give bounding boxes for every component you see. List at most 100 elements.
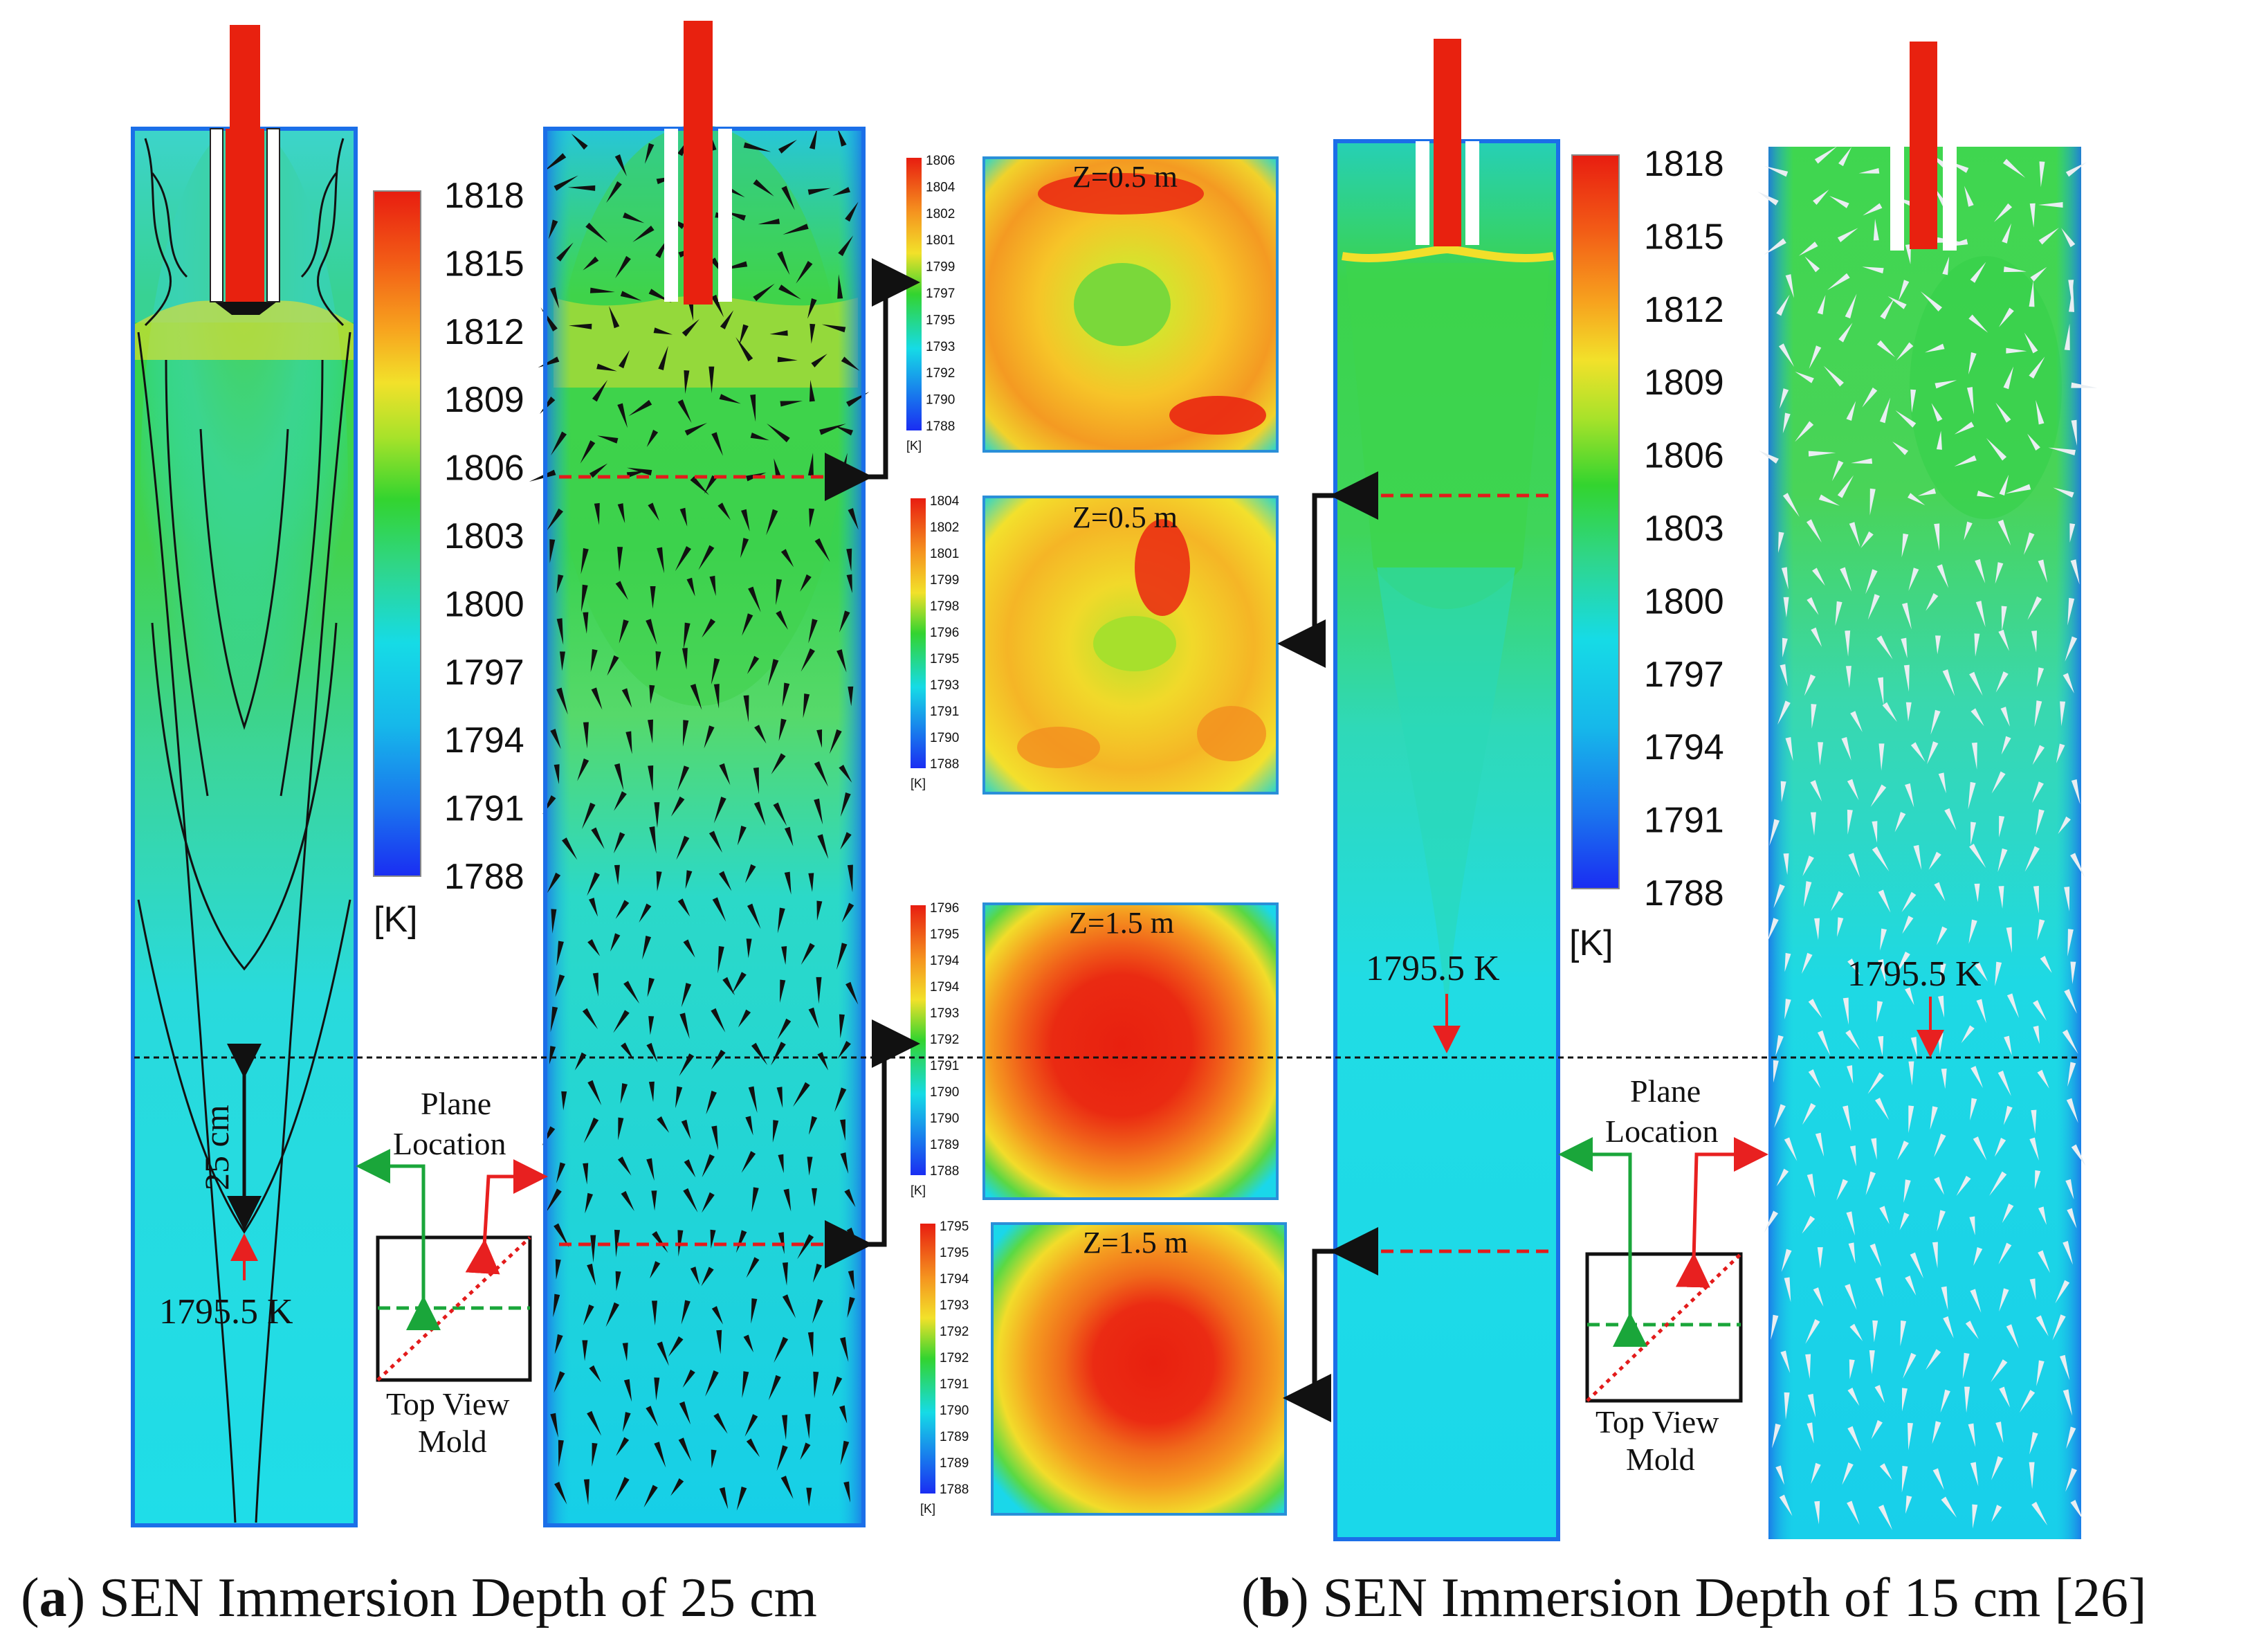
slice-colorbar-4 (920, 1224, 935, 1494)
velocity-vector (778, 139, 797, 154)
velocity-vector (1878, 743, 1885, 771)
velocity-vector (2064, 989, 2077, 1014)
velocity-vector (1781, 567, 1789, 590)
velocity-vector (1777, 700, 1791, 725)
velocity-vector (1905, 1495, 1912, 1514)
slice-colorbar-unit: [K] (906, 439, 922, 453)
velocity-vector (592, 1442, 598, 1467)
slice-1: Z=0.5 m (982, 156, 1279, 453)
velocity-vector (583, 1117, 599, 1143)
velocity-vector (1989, 1171, 2007, 1196)
velocity-vector (1999, 1386, 2011, 1408)
slice-colorbar-tick: 1788 (930, 1164, 959, 1179)
velocity-vector (561, 1091, 567, 1111)
velocity-vector (2003, 1105, 2013, 1125)
velocity-vector (1905, 702, 1912, 722)
velocity-vector (1842, 1105, 1851, 1132)
velocity-vector (1875, 1277, 1884, 1297)
velocity-vector (735, 1230, 747, 1253)
velocity-vector (1871, 1138, 1877, 1160)
velocity-vector (1823, 365, 1844, 387)
velocity-vector (614, 763, 624, 791)
velocity-vector (1773, 1060, 1779, 1083)
velocity-vector (1997, 1070, 2011, 1096)
velocity-vector (1845, 1284, 1857, 1310)
velocity-vector (686, 577, 695, 597)
velocity-vector (1848, 853, 1860, 878)
velocity-vector (744, 1414, 758, 1437)
velocity-vector (582, 1340, 588, 1361)
velocity-vector (614, 154, 627, 176)
velocity-vector (776, 1445, 788, 1471)
velocity-vector (2069, 285, 2074, 312)
velocity-vector (1895, 410, 1917, 428)
slice-colorbar-tick: 1804 (926, 180, 955, 194)
velocity-vector (1900, 1320, 1907, 1347)
velocity-vector (617, 1156, 632, 1176)
velocity-vector (553, 1294, 560, 1318)
slice-colorbar-tick: 1791 (930, 705, 959, 719)
velocity-vector (810, 323, 816, 344)
velocity-vector (646, 429, 659, 448)
velocity-vector (1899, 1212, 1910, 1231)
velocity-vector (800, 1442, 811, 1460)
velocity-vector (1860, 531, 1874, 549)
velocity-vector (1920, 291, 1943, 312)
velocity-vector (740, 538, 749, 559)
colorbar-a-tick: 1818 (444, 176, 524, 216)
velocity-vector (840, 1440, 850, 1466)
velocity-vector (1774, 1104, 1786, 1128)
velocity-vector (846, 548, 852, 572)
slice-colorbar-tick: 1806 (926, 154, 955, 168)
velocity-vector (1910, 1037, 1917, 1058)
velocity-vector (2029, 356, 2045, 379)
velocity-vector (731, 972, 747, 995)
velocity-vector (1784, 1277, 1791, 1302)
slice-colorbar-tick: 1792 (940, 1325, 969, 1339)
velocity-vector (2031, 1501, 2048, 1526)
velocity-vector (1999, 1288, 2009, 1311)
velocity-vector (679, 507, 688, 527)
velocity-vector (750, 433, 769, 441)
velocity-vector (1880, 928, 1887, 951)
velocity-vector (617, 503, 625, 524)
velocity-vector (811, 354, 827, 367)
colorbar-a-unit: [K] (374, 900, 418, 940)
velocity-vector (1995, 562, 2004, 584)
velocity-vector (562, 837, 578, 860)
velocity-vector (2038, 1206, 2047, 1225)
velocity-vector (655, 651, 661, 672)
velocity-vector (1808, 451, 1836, 457)
velocity-vector (1814, 1500, 1820, 1525)
velocity-vector (2064, 887, 2070, 911)
velocity-vector (2055, 1280, 2070, 1304)
velocity-vector (720, 310, 734, 329)
velocity-vector (2065, 162, 2087, 177)
velocity-vector (1998, 886, 2004, 909)
velocity-vector (1932, 1242, 1938, 1269)
velocity-vector (1879, 1463, 1892, 1480)
velocity-vector (1771, 1423, 1781, 1449)
velocity-vector (684, 1159, 696, 1178)
slice-colorbar-tick: 1790 (930, 1111, 959, 1126)
velocity-vector (1773, 884, 1785, 909)
velocity-vector (743, 142, 771, 152)
velocity-vector (1776, 1168, 1789, 1187)
velocity-vector (614, 864, 620, 885)
velocity-vector (839, 764, 852, 783)
colorbar-a-tick: 1791 (444, 789, 524, 829)
velocity-vector (1780, 664, 1788, 687)
velocity-vector (2036, 1315, 2049, 1336)
velocity-vector (670, 1478, 684, 1496)
slice-colorbar-tick: 1795 (930, 927, 959, 942)
velocity-vector (623, 212, 645, 224)
velocity-vector (1943, 1316, 1954, 1338)
velocity-vector (648, 1016, 655, 1035)
velocity-vector (2066, 1098, 2078, 1123)
colorbar-b-tick: 1818 (1644, 144, 1724, 184)
velocity-vector (2034, 1170, 2041, 1190)
velocity-vector (713, 1413, 728, 1434)
velocity-vector (652, 1231, 668, 1253)
velocity-vector (1986, 437, 2007, 461)
velocity-vector (679, 1401, 691, 1425)
